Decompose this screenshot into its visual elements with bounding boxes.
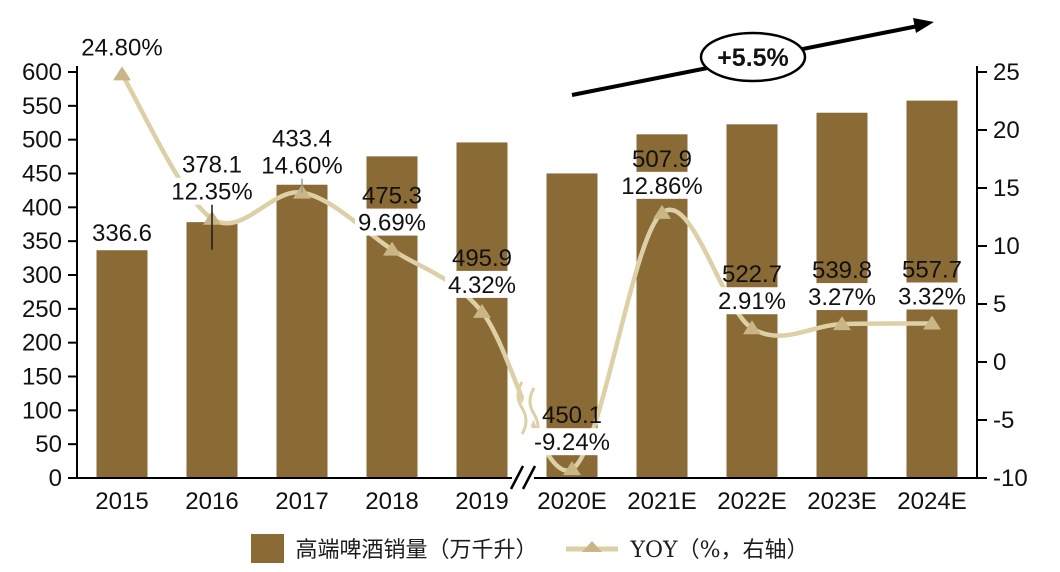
trend-annotation-label: +5.5% [717, 44, 789, 72]
yoy-label-2018: 9.69% [358, 210, 426, 237]
x-axis-label-2016: 2016 [185, 488, 238, 515]
right-axis-tick-label: 20 [993, 117, 1020, 144]
x-axis-label-2019: 2019 [455, 488, 508, 515]
yoy-label-2021E: 12.86% [621, 173, 702, 200]
x-axis-label-2015: 2015 [95, 488, 148, 515]
yoy-marker-2021E [653, 204, 671, 219]
legend-label-bar-series: 高端啤酒销量（万千升） [295, 538, 538, 563]
left-axis-tick-label: 200 [22, 330, 62, 357]
yoy-marker-2015 [113, 66, 131, 81]
yoy-label-bg-2021E [618, 171, 706, 199]
yoy-label-bg-2024E [895, 282, 969, 310]
left-axis-tick-label: 350 [22, 228, 62, 255]
yoy-marker-2020E [563, 461, 581, 476]
bar-value-label-2024E: 557.7 [902, 256, 962, 283]
line-break-squiggle-1 [516, 381, 528, 435]
yoy-label-bg-2016 [168, 177, 256, 205]
bar-value-label-2019: 495.9 [452, 245, 512, 272]
bar-value-label-2021E: 507.9 [632, 146, 692, 173]
bar-value-label-2016: 378.1 [182, 152, 242, 179]
yoy-label-bg-2018 [355, 208, 429, 236]
legend: 高端啤酒销量（万千升） YOY（%，右轴） [0, 529, 1060, 567]
bar-value-label-2018: 475.3 [362, 183, 422, 210]
left-axis-tick-label: 600 [22, 59, 62, 86]
right-axis-tick-label: 25 [993, 59, 1020, 86]
yoy-label-2020E: -9.24% [534, 429, 610, 456]
x-axis-label-2021E: 2021E [627, 488, 696, 515]
bar-value-label-2017: 433.4 [272, 126, 332, 153]
right-axis-tick-label: 0 [993, 349, 1006, 376]
yoy-label-2022E: 2.91% [718, 288, 786, 315]
x-axis-break-slash-1 [509, 465, 525, 490]
left-axis-tick-label: 400 [22, 194, 62, 221]
yoy-label-2017: 14.60% [261, 153, 342, 180]
yoy-label-2015: 24.80% [81, 34, 162, 61]
yoy-label-2019: 4.32% [448, 272, 516, 299]
bar-swatch-icon [251, 533, 285, 563]
legend-item-bar-series: 高端啤酒销量（万千升） [251, 532, 538, 564]
trend-arrow-head-icon [913, 18, 934, 33]
bar-value-label-2022E: 522.7 [722, 261, 782, 288]
yoy-label-bg-2020E [528, 428, 616, 456]
right-axis-tick-label: 15 [993, 175, 1020, 202]
bar-value-label-2020E: 450.1 [542, 402, 602, 429]
left-axis-tick-label: 100 [22, 397, 62, 424]
yoy-label-bg-2015 [78, 33, 166, 61]
x-axis-label-2022E: 2022E [717, 488, 786, 515]
left-axis-tick-label: 550 [22, 93, 62, 120]
left-axis-tick-label: 250 [22, 296, 62, 323]
yoy-label-2023E: 3.27% [808, 284, 876, 311]
x-axis-break-slash-2 [521, 465, 537, 490]
yoy-label-bg-2022E [715, 287, 789, 315]
left-axis-tick-label: 450 [22, 161, 62, 188]
right-axis-tick-label: -5 [993, 407, 1014, 434]
bar-2015 [96, 250, 148, 478]
yoy-marker-2024E [923, 315, 941, 330]
bar-value-label-2023E: 539.8 [812, 257, 872, 284]
yoy-marker-2022E [743, 320, 761, 335]
x-axis-label-2023E: 2023E [807, 488, 876, 515]
left-axis-tick-label: 300 [22, 262, 62, 289]
bar-2016 [186, 222, 238, 478]
right-axis-tick-label: 5 [993, 291, 1006, 318]
yoy-marker-2023E [833, 316, 851, 331]
yoy-marker-2019 [473, 303, 491, 318]
line-break-mask [516, 391, 542, 425]
x-axis-label-2024E: 2024E [897, 488, 966, 515]
yoy-label-2024E: 3.32% [898, 283, 966, 310]
x-axis-label-2017: 2017 [275, 488, 328, 515]
right-axis-tick-label: -10 [993, 465, 1028, 492]
yoy-label-bg-2017 [258, 151, 346, 179]
left-axis-tick-label: 150 [22, 364, 62, 391]
yoy-label-2016: 12.35% [171, 179, 252, 206]
yoy-label-bg-2023E [805, 283, 879, 311]
x-axis-label-2020E: 2020E [537, 488, 606, 515]
bar-2017 [276, 184, 328, 478]
x-axis-label-2018: 2018 [365, 488, 418, 515]
left-axis-tick-label: 500 [22, 127, 62, 154]
trend-annotation-ellipse [699, 31, 807, 83]
yoy-marker-2018 [383, 241, 401, 256]
right-axis-tick-label: 10 [993, 233, 1020, 260]
line-triangle-swatch-icon [565, 541, 618, 552]
left-axis-tick-label: 0 [49, 465, 62, 492]
left-axis-tick-label: 50 [35, 431, 62, 458]
legend-item-line-series: YOY（%，右轴） [564, 532, 809, 564]
bar-value-label-2015: 336.6 [92, 220, 152, 247]
legend-label-line-series: YOY（%，右轴） [630, 538, 809, 563]
bar-2020E [546, 173, 598, 479]
yoy-label-bg-2019 [445, 270, 519, 298]
